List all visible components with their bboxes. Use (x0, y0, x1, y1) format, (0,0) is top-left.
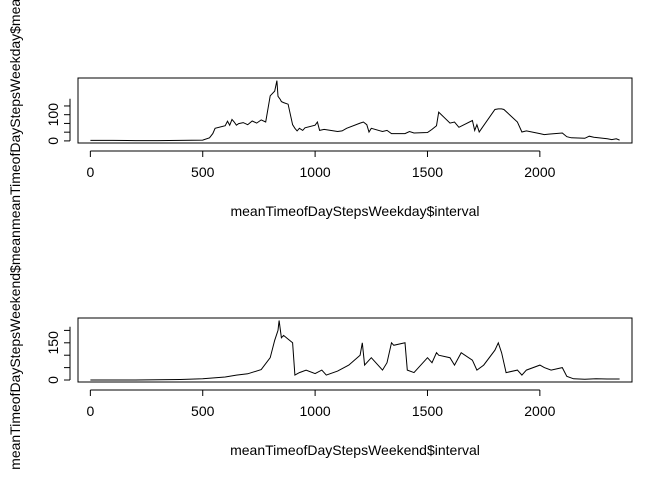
x-tick-label: 2000 (524, 403, 555, 419)
x-tick-label: 0 (86, 403, 94, 419)
plot-frame (77, 77, 633, 144)
y-tick-label: 150 (45, 331, 61, 355)
y-tick-label: 0 (45, 376, 61, 384)
series-line (90, 80, 620, 142)
x-tick-label: 1000 (300, 164, 331, 180)
x-tick-label: 1500 (412, 164, 443, 180)
x-axis-title: meanTimeofDayStepsWeekday$interval (230, 203, 479, 219)
x-tick-label: 0 (86, 164, 94, 180)
y-axis-title: meanTimeofDayStepsWeekend$mean (7, 230, 23, 470)
x-axis-title: meanTimeofDayStepsWeekend$interval (230, 442, 480, 458)
plot-frame (77, 317, 633, 383)
x-tick-label: 500 (191, 164, 215, 180)
x-tick-label: 2000 (524, 164, 555, 180)
y-axis-title: meanTimeofDayStepsWeekday$mean (7, 0, 23, 230)
x-tick-label: 1000 (300, 403, 331, 419)
y-tick-label: 100 (45, 103, 61, 127)
x-tick-label: 500 (191, 403, 215, 419)
x-tick-label: 1500 (412, 403, 443, 419)
series-line (90, 320, 620, 381)
y-tick-label: 0 (45, 137, 61, 145)
